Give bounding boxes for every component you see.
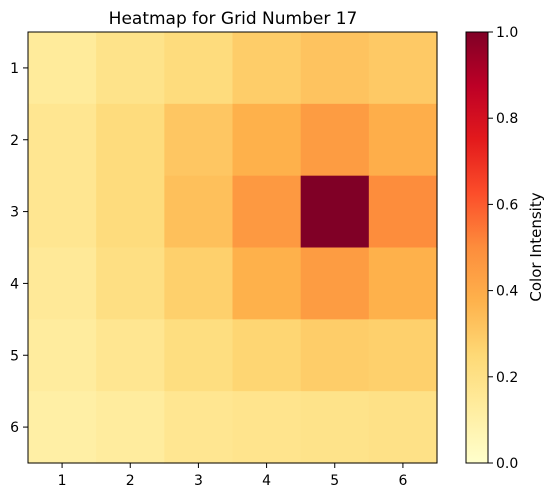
colorbar-ticks: 0.0 0.2 0.4 0.6 0.8 1.0 (488, 25, 518, 472)
y-tick-label: 1 (10, 61, 19, 77)
heatmap-cell (300, 247, 370, 320)
heatmap-cell (232, 175, 302, 249)
colorbar-tick-label: 0.8 (496, 111, 518, 127)
heatmap-cell (28, 32, 97, 105)
y-tick-label: 6 (10, 420, 19, 436)
y-tick-label: 2 (10, 133, 19, 149)
colorbar-label: Color Intensity (527, 192, 545, 301)
x-axis-ticks: 1 2 3 4 5 6 (58, 463, 407, 489)
colorbar-tick-label: 0.0 (496, 456, 518, 472)
heatmap-cell (28, 247, 97, 320)
colorbar-tick-label: 0.4 (496, 284, 518, 300)
heatmap-cells (28, 32, 438, 464)
heatmap-cell (164, 391, 234, 464)
x-tick-label: 5 (330, 473, 339, 489)
colorbar (465, 31, 489, 464)
heatmap-cell (368, 175, 438, 249)
heatmap-cell (368, 247, 438, 320)
heatmap-cell (96, 319, 165, 392)
heatmap-cell (164, 32, 234, 105)
y-tick-label: 5 (10, 348, 19, 364)
heatmap-cell (368, 32, 438, 105)
chart-title: Heatmap for Grid Number 17 (109, 9, 358, 29)
heatmap-cell (232, 247, 302, 320)
heatmap-cell (164, 175, 234, 249)
heatmap-cell (96, 247, 165, 320)
heatmap-cell (232, 103, 302, 177)
colorbar-tick-label: 1.0 (496, 25, 518, 41)
x-tick-label: 1 (58, 473, 67, 489)
x-tick-label: 4 (262, 473, 271, 489)
heatmap-cell (28, 103, 97, 177)
heatmap-cell (96, 103, 165, 177)
heatmap-cell (368, 319, 438, 392)
heatmap-cell (368, 103, 438, 177)
heatmap-cell (96, 32, 165, 105)
y-tick-label: 4 (10, 276, 19, 292)
heatmap-cell (232, 319, 302, 392)
plot-frame (27, 31, 438, 464)
x-tick-label: 3 (194, 473, 203, 489)
heatmap-cell (96, 175, 165, 249)
heatmap-cell (164, 103, 234, 177)
heatmap-cell (368, 391, 438, 464)
heatmap-cell (28, 175, 97, 249)
heatmap-cell (300, 175, 370, 249)
heatmap-cell (232, 391, 302, 464)
y-axis-ticks: 1 2 3 4 5 6 (10, 61, 28, 436)
x-tick-label: 6 (398, 473, 407, 489)
colorbar-tick-label: 0.2 (496, 370, 518, 386)
heatmap-cell (300, 103, 370, 177)
heatmap-cell (232, 32, 302, 105)
heatmap-cell (28, 391, 97, 464)
heatmap-cell (300, 319, 370, 392)
heatmap-cell (164, 319, 234, 392)
x-tick-label: 2 (126, 473, 135, 489)
heatmap-cell (96, 391, 165, 464)
y-tick-label: 3 (10, 205, 19, 221)
heatmap-cell (300, 391, 370, 464)
heatmap-cell (28, 319, 97, 392)
heatmap-cell (300, 32, 370, 105)
heatmap-cell (164, 247, 234, 320)
colorbar-tick-label: 0.6 (496, 197, 518, 213)
